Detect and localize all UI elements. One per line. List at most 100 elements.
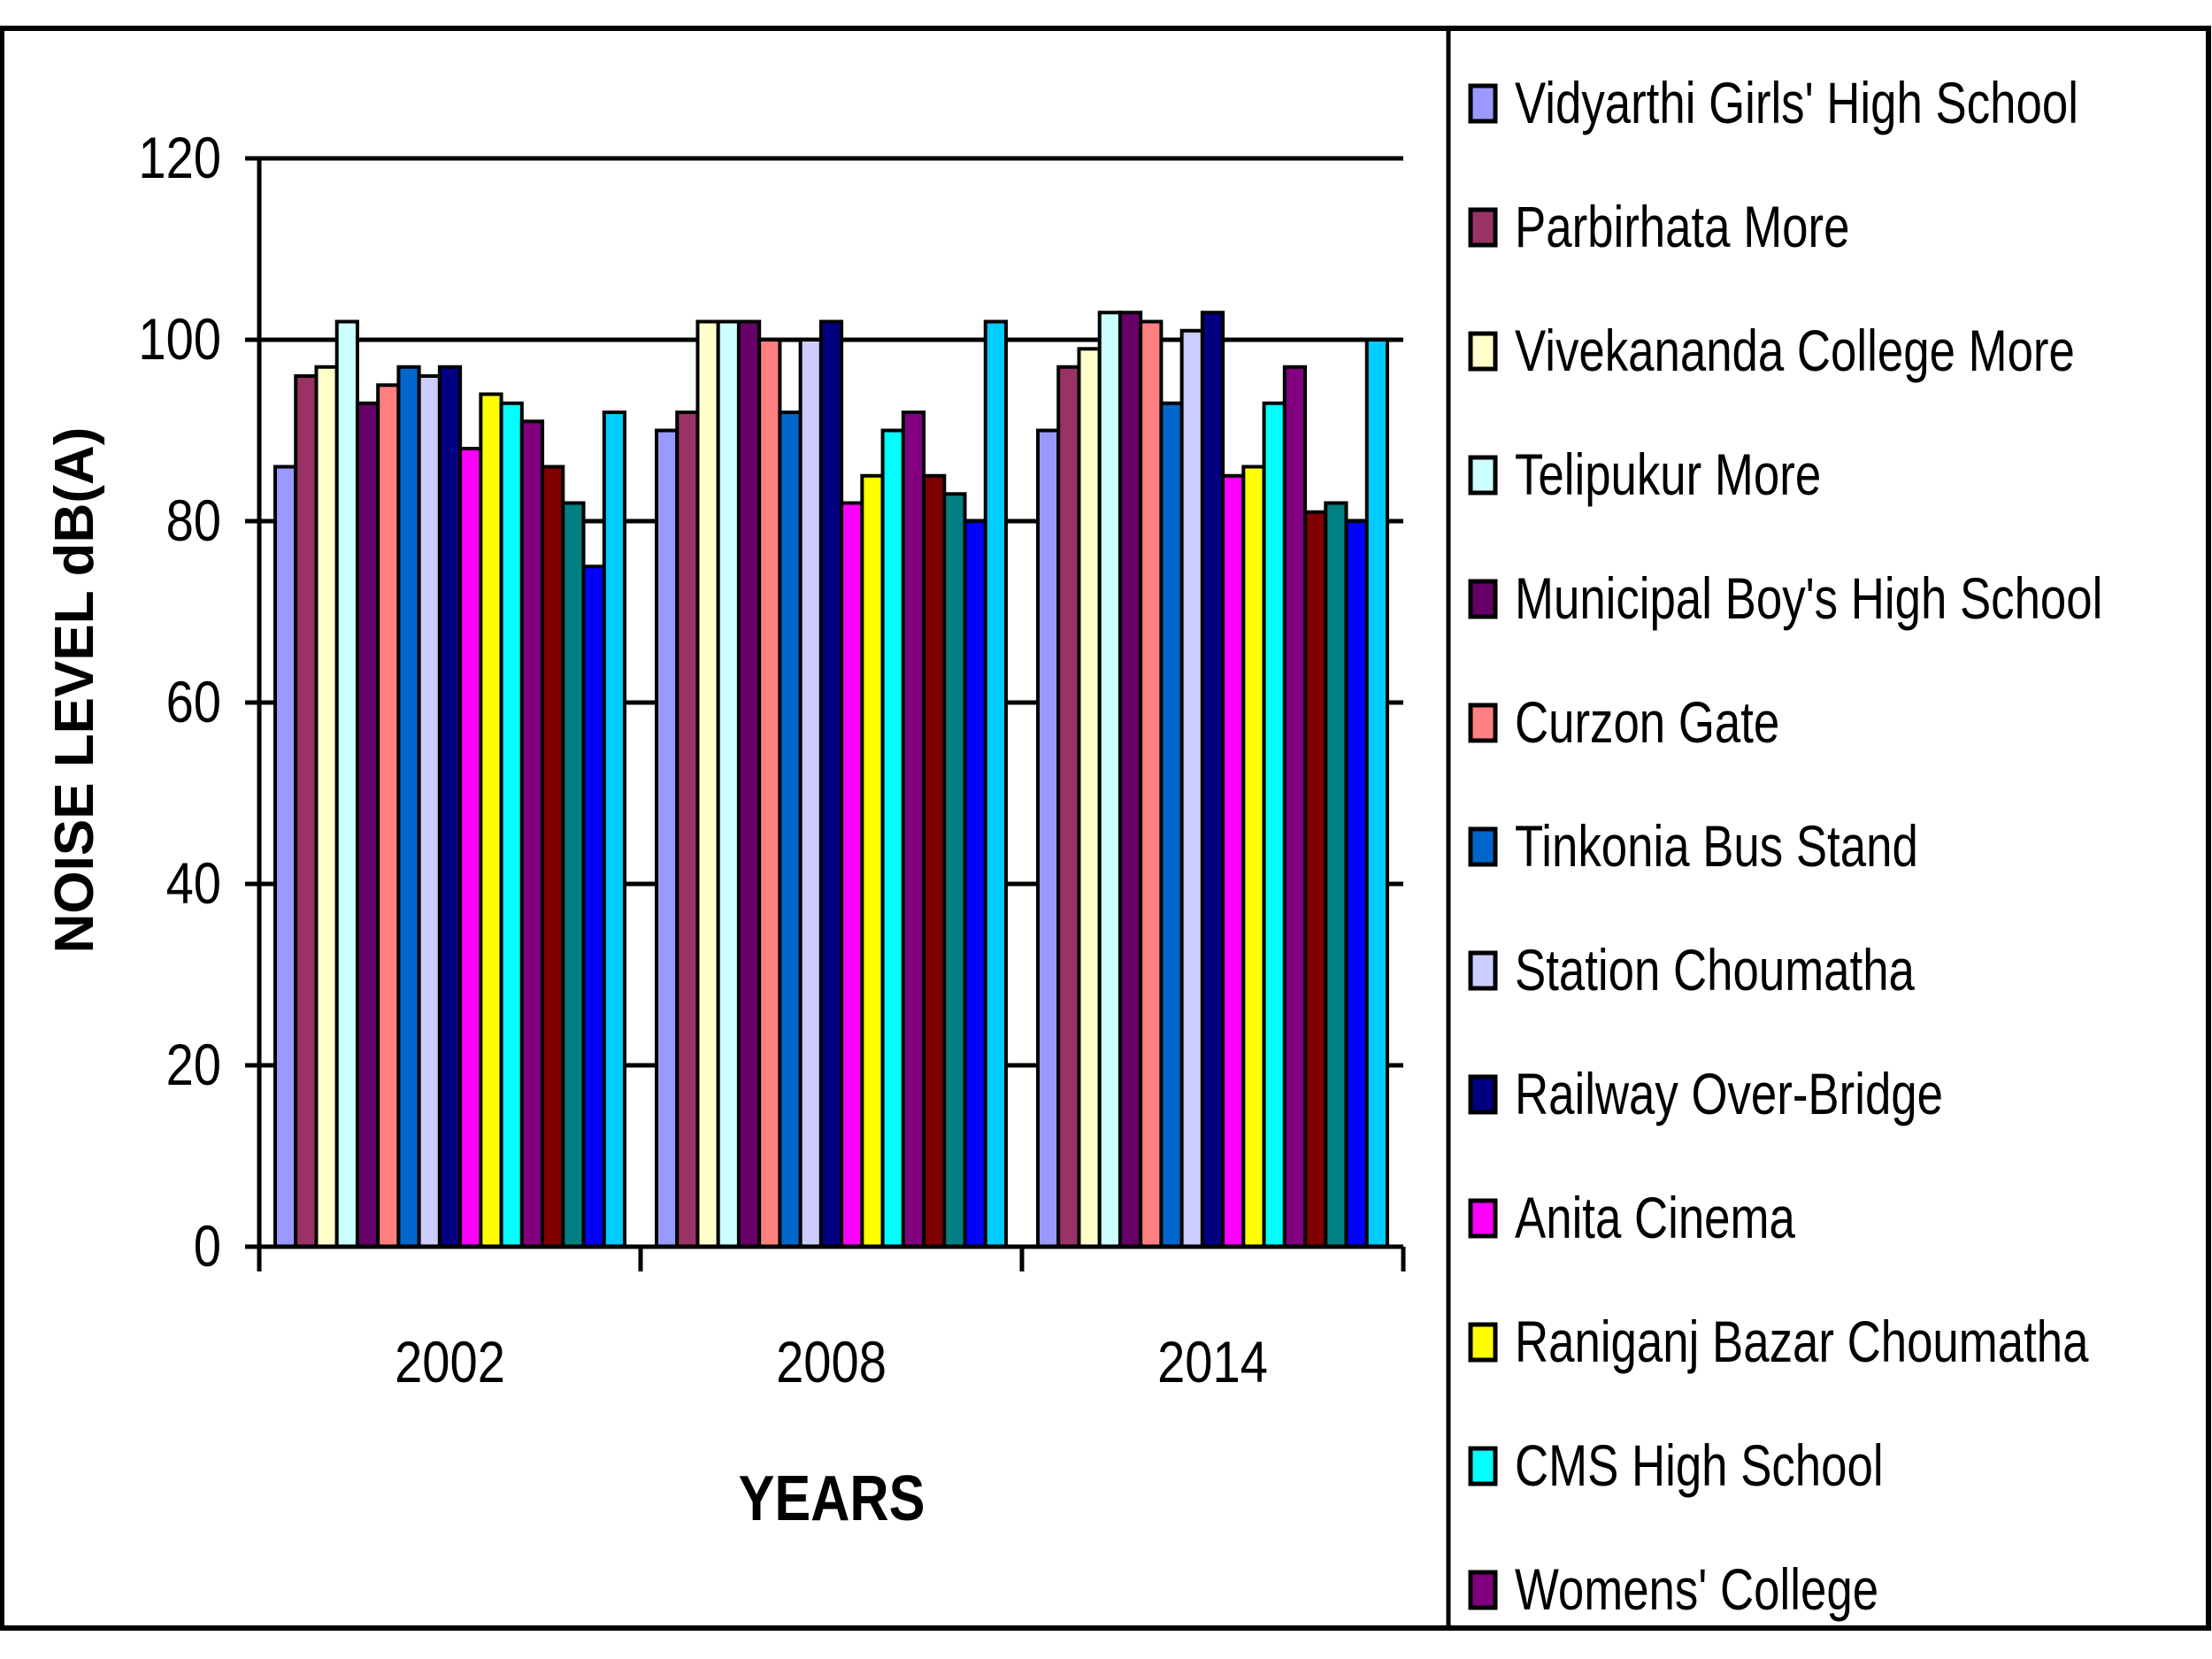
legend-swatch: [1468, 83, 1498, 124]
legend-swatch: [1468, 1322, 1498, 1363]
bar: [1036, 428, 1061, 1248]
bar: [983, 319, 1008, 1248]
legend-swatch: [1468, 1570, 1498, 1610]
bar: [519, 419, 545, 1248]
legend-label: Anita Cinema: [1515, 1185, 1796, 1250]
bar: [695, 319, 720, 1248]
bar: [675, 411, 700, 1248]
legend-item: Municipal Boy's High School: [1468, 565, 2102, 631]
bar: [417, 374, 442, 1248]
x-tick-label: 2002: [395, 1330, 505, 1394]
legend-label: CMS High School: [1515, 1432, 1884, 1498]
legend-label: Vivekananda College More: [1515, 318, 2075, 383]
x-axis-title: YEARS: [739, 1463, 926, 1534]
bar: [1077, 347, 1102, 1248]
bar: [1241, 465, 1266, 1248]
bar: [736, 319, 762, 1248]
bar: [1118, 311, 1143, 1248]
bar: [757, 338, 782, 1248]
legend-label: Tinkonia Bus Stand: [1515, 813, 1918, 879]
bar: [602, 411, 627, 1248]
bar: [1282, 365, 1308, 1248]
legend-label: Station Choumatha: [1515, 937, 1916, 1002]
legend-item: Curzon Gate: [1468, 689, 1779, 755]
legend-swatch: [1468, 950, 1498, 991]
legend-item: Station Choumatha: [1468, 937, 1916, 1002]
legend-swatch: [1468, 1446, 1498, 1486]
legend-label: Vidyarthi Girls' High School: [1515, 70, 2078, 135]
legend-label: Railway Over-Bridge: [1515, 1061, 1943, 1126]
legend-item: Telipukur More: [1468, 442, 1821, 507]
y-axis-title: NOISE LEVEL dB(A): [44, 427, 105, 954]
bar: [1139, 319, 1164, 1248]
bar: [1200, 311, 1225, 1248]
y-tick-label: 0: [194, 1214, 221, 1279]
bar: [479, 392, 503, 1248]
bar: [1221, 473, 1246, 1248]
bar: [273, 465, 298, 1248]
bar: [942, 492, 967, 1248]
bar: [716, 319, 741, 1248]
legend-item: Vivekananda College More: [1468, 318, 2075, 383]
x-tick-label: 2008: [776, 1330, 887, 1394]
legend-item: Vidyarthi Girls' High School: [1468, 70, 2078, 135]
y-tick-label: 120: [138, 126, 221, 190]
bar: [1097, 311, 1122, 1248]
legend-swatch: [1468, 579, 1498, 619]
bar: [314, 365, 339, 1248]
legend-item: CMS High School: [1468, 1432, 1884, 1498]
legend-swatch: [1468, 1074, 1498, 1115]
legend-swatch: [1468, 826, 1498, 867]
bar: [581, 565, 606, 1248]
legend-swatch: [1468, 331, 1498, 372]
legend-item: Womens' College: [1468, 1556, 1878, 1622]
bar: [458, 447, 483, 1248]
legend-item: Anita Cinema: [1468, 1185, 1796, 1250]
bar: [376, 383, 401, 1248]
bar: [1364, 338, 1389, 1248]
legend-label: Curzon Gate: [1515, 689, 1779, 755]
legend-item: Railway Over-Bridge: [1468, 1061, 1943, 1126]
bar: [840, 501, 864, 1248]
legend-swatch: [1468, 703, 1498, 743]
y-tick-label: 60: [166, 670, 221, 734]
y-tick-label: 80: [166, 488, 221, 553]
x-tick-label: 2014: [1157, 1330, 1268, 1394]
legend-label: Municipal Boy's High School: [1515, 565, 2102, 631]
bar: [963, 519, 987, 1248]
bar: [860, 473, 885, 1248]
bar: [922, 473, 947, 1248]
bar: [901, 411, 926, 1248]
bar: [355, 401, 380, 1248]
bar: [655, 428, 680, 1248]
bar: [778, 411, 803, 1248]
legend-swatch: [1468, 1198, 1498, 1239]
y-tick-label: 20: [166, 1033, 221, 1097]
legend-label: Womens' College: [1515, 1556, 1878, 1622]
bar: [1159, 401, 1184, 1248]
legend-label: Telipukur More: [1515, 442, 1821, 507]
bar: [541, 465, 565, 1248]
bar: [1179, 328, 1204, 1248]
bar: [396, 365, 421, 1248]
bar: [499, 401, 524, 1248]
bar: [561, 501, 586, 1248]
bar: [1262, 401, 1286, 1248]
bar: [1324, 501, 1348, 1248]
bar: [818, 319, 844, 1248]
bar: [1303, 510, 1328, 1248]
bar: [798, 338, 823, 1248]
legend-item: Parbirhata More: [1468, 194, 1849, 259]
legend-label: Parbirhata More: [1515, 194, 1849, 259]
y-tick-label: 100: [138, 307, 221, 372]
y-tick-label: 40: [166, 851, 221, 916]
legend-label: Raniganj Bazar Choumatha: [1515, 1309, 2089, 1374]
legend-swatch: [1468, 207, 1498, 248]
bar: [880, 428, 905, 1248]
legend-item: Raniganj Bazar Choumatha: [1468, 1309, 2089, 1374]
bar: [1344, 519, 1369, 1248]
bar: [294, 374, 319, 1248]
bar: [334, 319, 359, 1248]
bar: [437, 365, 463, 1248]
